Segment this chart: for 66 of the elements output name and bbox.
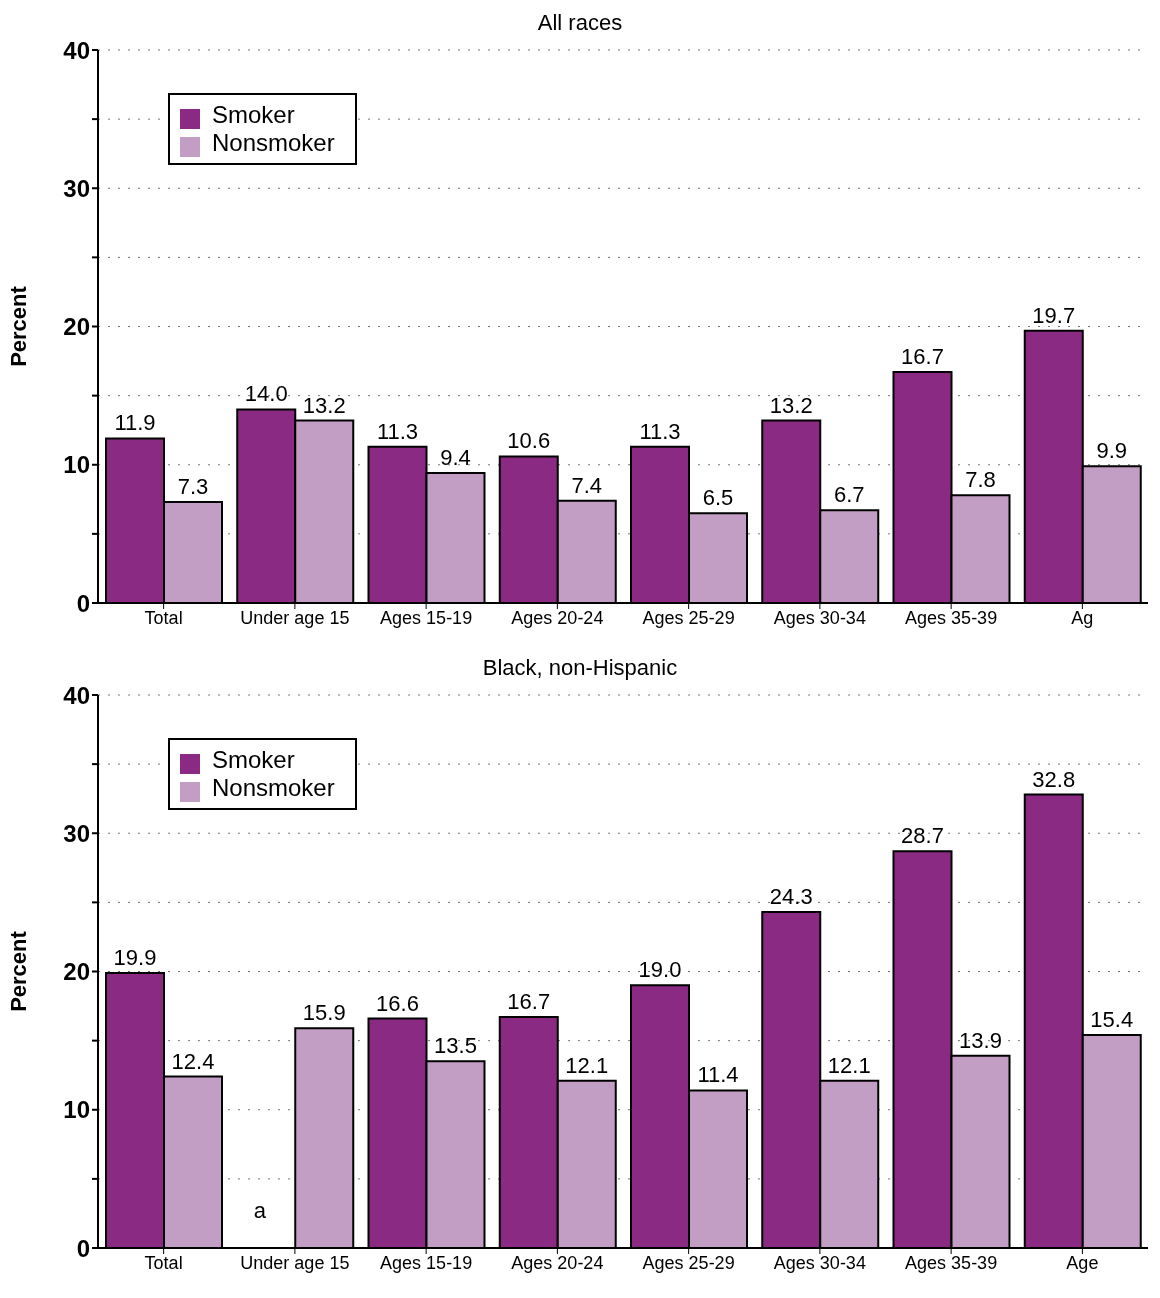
data-label: 9.9 <box>1096 438 1128 464</box>
data-label: 19.0 <box>638 957 682 983</box>
data-label: 19.9 <box>113 944 157 970</box>
x-tick-label: Ages 35-39 <box>905 607 998 628</box>
data-label: 11.3 <box>376 418 419 444</box>
x-tick-label: Ages 30-34 <box>773 607 866 628</box>
data-label: 13.2 <box>769 392 813 418</box>
data-label: 10.6 <box>507 428 551 454</box>
x-tick-label: Ages 25-29 <box>642 1252 735 1273</box>
x-tick-label: Ages 20-24 <box>511 607 604 628</box>
chart-title: All races <box>536 9 624 37</box>
data-label: 11.4 <box>697 1062 739 1088</box>
data-label: 24.3 <box>769 884 813 910</box>
data-label: 13.9 <box>959 1027 1002 1053</box>
y-tick-label: 20 <box>63 313 90 341</box>
data-label: 6.5 <box>702 485 734 511</box>
data-label: 16.6 <box>376 990 419 1016</box>
legend-label: Smoker <box>212 101 295 128</box>
legend-label: Nonsmoker <box>212 774 335 801</box>
y-tick-label: 40 <box>63 36 90 64</box>
data-label: 15.9 <box>302 1000 346 1026</box>
data-label: 13.2 <box>302 392 346 418</box>
y-tick-label: 30 <box>63 174 90 202</box>
y-tick-label: 40 <box>63 681 90 709</box>
chart-title: Black, non-Hispanic <box>481 654 679 682</box>
data-label: 11.9 <box>114 410 156 436</box>
x-tick-label: Ages 35-39 <box>905 1252 998 1273</box>
data-label: 12.1 <box>565 1052 609 1078</box>
x-tick-label: Ages 30-34 <box>773 1252 866 1273</box>
y-tick-label: 10 <box>63 451 90 479</box>
y-axis-title: Percent <box>5 930 31 1012</box>
x-tick-label: Total <box>144 607 183 628</box>
data-label: 32.8 <box>1032 766 1076 792</box>
y-tick-label: 0 <box>76 1234 90 1262</box>
data-label: 16.7 <box>507 989 551 1015</box>
x-tick-label: Ages 15-19 <box>380 607 473 628</box>
y-tick-label: 30 <box>63 819 90 847</box>
data-label: 7.8 <box>965 467 996 493</box>
x-tick-label: Ages 25-29 <box>642 607 735 628</box>
y-tick-label: 10 <box>63 1096 90 1124</box>
annotation: a <box>253 1198 267 1223</box>
data-label: 12.4 <box>171 1048 215 1074</box>
data-label: 7.3 <box>177 474 209 500</box>
data-label: 14.0 <box>244 381 288 407</box>
y-tick-label: 0 <box>76 589 90 617</box>
legend-label: Nonsmoker <box>212 129 335 156</box>
data-label: 15.4 <box>1090 1007 1134 1033</box>
x-tick-label: Age <box>1066 1252 1099 1273</box>
x-tick-label: Under age 15 <box>240 607 350 628</box>
data-label: 12.1 <box>827 1052 871 1078</box>
x-tick-label: Total <box>144 1252 183 1273</box>
x-tick-label: Ag <box>1071 607 1094 628</box>
data-label: 13.5 <box>434 1033 477 1059</box>
data-label: 7.4 <box>571 472 603 498</box>
data-label: 19.7 <box>1032 302 1076 328</box>
data-label: 9.4 <box>440 445 471 471</box>
data-label: 28.7 <box>901 823 944 849</box>
legend-label: Smoker <box>212 746 295 773</box>
y-axis-title: Percent <box>5 285 31 367</box>
x-tick-label: Ages 15-19 <box>380 1252 473 1273</box>
data-label: 16.7 <box>901 344 944 370</box>
data-label: 6.7 <box>833 482 865 508</box>
x-tick-label: Ages 20-24 <box>511 1252 604 1273</box>
data-label: 11.3 <box>639 418 681 444</box>
y-tick-label: 20 <box>63 958 90 986</box>
x-tick-label: Under age 15 <box>240 1252 350 1273</box>
